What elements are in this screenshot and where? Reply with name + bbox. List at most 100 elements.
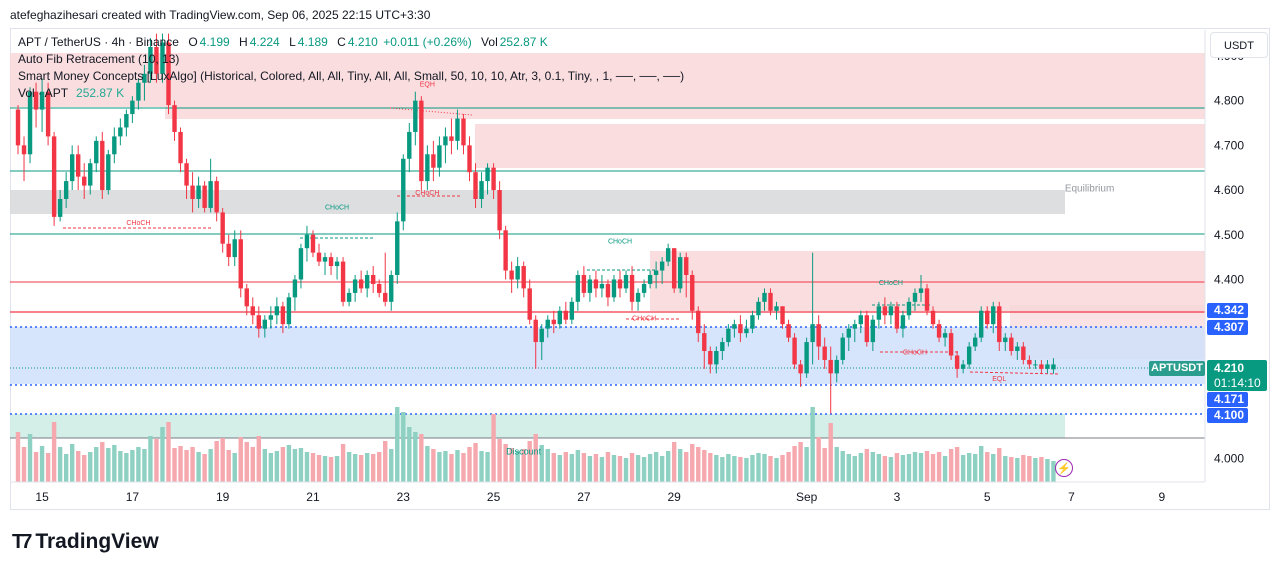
candle-body (539, 328, 544, 343)
candle-body (948, 333, 954, 356)
volume-bar (443, 451, 448, 482)
volume-bar (900, 455, 906, 482)
volume-bar (942, 456, 948, 482)
candle-body (744, 328, 749, 334)
candle-body (804, 342, 809, 374)
candle-body (220, 212, 225, 244)
candle-body (370, 275, 376, 284)
volume-bar (870, 452, 876, 482)
volume-bar (419, 434, 424, 482)
x-tick-label: 5 (984, 490, 991, 504)
candle-body (882, 306, 888, 316)
candles (15, 33, 1056, 414)
volume-bar (124, 453, 129, 482)
candle-body (732, 324, 737, 329)
equilibrium-zone (10, 190, 1065, 214)
volume-bar (708, 453, 713, 482)
y-tick-label: 4.700 (1214, 138, 1244, 152)
candle-body (316, 252, 322, 262)
candle-body (533, 319, 538, 343)
volume-bar (720, 457, 725, 482)
candle-body (653, 270, 659, 276)
candle-body (852, 324, 857, 329)
candle-body (1039, 364, 1044, 369)
legend-symbol[interactable]: APT / TetherUS · 4h · Binance (18, 35, 179, 49)
chart-annotation: CHoCH (879, 280, 903, 287)
candle-body (954, 355, 960, 369)
candle-body (401, 158, 406, 222)
candle-body (617, 279, 623, 289)
legend-h-key: H (239, 35, 248, 49)
legend-volume-row[interactable]: Vol · APT 252.87 K (18, 86, 124, 100)
volume-bar (82, 455, 87, 482)
candle-body (1051, 364, 1056, 370)
flash-icon[interactable]: ⚡ (1055, 459, 1073, 477)
time-axis[interactable]: 15 17 19 21 23 25 27 29 Sep 3 5 7 9 (10, 481, 1205, 504)
volume-bar (202, 454, 207, 482)
volume-bar (647, 454, 653, 482)
tradingview-logo[interactable]: T7 TradingView (12, 530, 159, 554)
candle-body (605, 283, 611, 298)
volume-bar (334, 456, 340, 482)
volume-bar (238, 437, 243, 482)
candle-body (1009, 337, 1014, 352)
candle-body (485, 167, 490, 182)
legend-close: 4.210 (347, 35, 378, 49)
volume-bar (702, 450, 707, 482)
candle-body (346, 292, 352, 302)
volume-bar (401, 412, 406, 482)
candle-body (118, 127, 123, 137)
volume-bar (298, 448, 304, 482)
volume-bar (714, 455, 719, 482)
legend-smc[interactable]: Smart Money Concepts [LuxAlgo] (Historic… (18, 69, 685, 83)
y-tick-label: 4.000 (1214, 451, 1244, 465)
candle-body (828, 359, 833, 374)
volume-bar (1003, 456, 1008, 482)
candle-body (274, 306, 280, 316)
chart-annotation: CHoCH (415, 190, 439, 197)
chart-annotation: CHoCH (126, 220, 150, 227)
legend-o-key: O (188, 35, 198, 49)
volume-bar (539, 445, 544, 482)
candle-body (364, 275, 370, 289)
legend-fib[interactable]: Auto Fib Retracement (10, 13) (18, 52, 180, 66)
candle-body (39, 91, 45, 110)
candle-body (202, 185, 207, 208)
volume-bar (473, 443, 478, 482)
eql-line (969, 371, 1061, 375)
candle-body (45, 91, 51, 137)
volume-bar (852, 456, 857, 482)
candle-body (214, 181, 219, 213)
candle-body (172, 105, 177, 132)
candle-body (599, 283, 605, 289)
candle-body (678, 257, 683, 289)
candle-body (870, 319, 876, 343)
x-tick-label: 23 (397, 490, 411, 504)
candle-body (858, 315, 863, 325)
volume-bar (798, 442, 803, 482)
candle-body (979, 310, 984, 338)
volume-bar (882, 456, 888, 482)
candle-body (389, 275, 394, 302)
candle-body (834, 359, 839, 374)
candle-body (942, 333, 948, 338)
candle-body (503, 230, 508, 271)
candle-body (936, 324, 942, 338)
chart-annotation: CHoCH (632, 316, 656, 323)
volume-bar (696, 447, 701, 482)
currency-button[interactable]: USDT (1210, 32, 1268, 58)
volume-bar (160, 427, 165, 482)
volume-bar (244, 442, 249, 482)
candle-body (461, 118, 466, 146)
x-tick-label: 25 (487, 490, 501, 504)
candle-body (244, 288, 249, 307)
candle-body (972, 337, 978, 347)
volume-bar (1009, 457, 1014, 482)
candle-body (33, 91, 39, 110)
chart-frame[interactable] (10, 28, 1270, 510)
candle-body (280, 306, 286, 325)
candle-body (15, 109, 21, 146)
candle-body (69, 154, 75, 182)
candle-body (798, 364, 803, 374)
